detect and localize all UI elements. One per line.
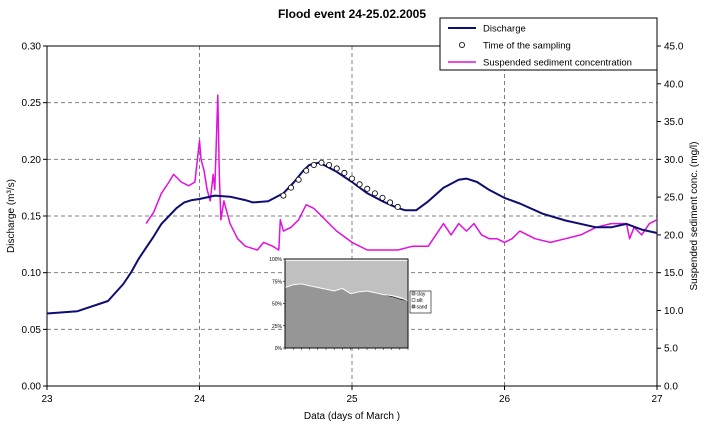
x-tick-label: 27 bbox=[651, 394, 663, 405]
legend-marker bbox=[458, 42, 465, 49]
sampling-point bbox=[295, 176, 302, 183]
x-tick-label: 25 bbox=[346, 394, 358, 405]
sampling-point bbox=[318, 159, 325, 166]
legend: Discharge Time of the sampling Suspended s… bbox=[439, 17, 658, 71]
y-right-tick-label: 30.0 bbox=[664, 155, 684, 166]
sampling-point bbox=[280, 192, 287, 199]
y-right-tick-label: 10.0 bbox=[664, 306, 684, 317]
y-left-tick-label: 0.00 bbox=[22, 382, 42, 393]
y-left-tick-label: 0.20 bbox=[22, 155, 42, 166]
x-axis-label: Data (days of March ) bbox=[304, 411, 400, 422]
y-right-tick-label: 25.0 bbox=[664, 193, 684, 204]
inset-legend-box bbox=[409, 290, 432, 314]
sampling-point bbox=[379, 194, 386, 201]
inset-tick-label: 25% bbox=[272, 324, 283, 330]
y-left-axis-label: Discharge (m³/s) bbox=[6, 179, 17, 253]
legend-label: Suspended sediment concentration bbox=[483, 58, 632, 69]
sampling-point bbox=[371, 190, 378, 197]
y-right-tick-label: 5.0 bbox=[664, 344, 678, 355]
sampling-point bbox=[394, 203, 401, 210]
series-layer bbox=[46, 94, 658, 315]
sampling-point bbox=[333, 165, 340, 172]
inset-tick-label: 50% bbox=[272, 302, 283, 308]
legend-box bbox=[439, 17, 658, 71]
y-left-tick-label: 0.10 bbox=[22, 268, 42, 279]
y-right-axis-label: Suspended sediment conc. (mg/l) bbox=[689, 142, 700, 291]
axis-ticks: 23 24 25 26 27 0.00 0.05 0.10 0.15 0.20 0.25 0.30 0.… bbox=[22, 42, 684, 406]
y-right-tick-label: 15.0 bbox=[664, 268, 684, 279]
y-left-tick-label: 0.05 bbox=[22, 325, 42, 336]
inset-tick-label: 0% bbox=[275, 346, 283, 352]
y-left-tick-label: 0.30 bbox=[22, 42, 42, 53]
series-sediment-line bbox=[145, 94, 658, 251]
sampling-point bbox=[387, 199, 394, 206]
inset-legend-swatch bbox=[411, 304, 416, 309]
x-tick-label: 26 bbox=[499, 394, 511, 405]
sampling-point bbox=[310, 161, 317, 168]
y-right-tick-label: 20.0 bbox=[664, 230, 684, 241]
legend-label: Time of the sampling bbox=[483, 41, 571, 52]
inset-legend-swatch bbox=[411, 291, 416, 296]
inset-legend-swatch bbox=[411, 298, 416, 302]
y-left-tick-label: 0.25 bbox=[22, 98, 42, 109]
series-discharge-line bbox=[46, 161, 658, 315]
inset-legend-label: sand bbox=[417, 304, 428, 310]
inset-tick-label: 75% bbox=[272, 279, 283, 285]
y-right-tick-label: 45.0 bbox=[664, 42, 684, 53]
y-right-tick-label: 40.0 bbox=[664, 79, 684, 90]
legend-label: Discharge bbox=[483, 24, 526, 35]
chart-title: Flood event 24-25.02.2005 bbox=[278, 7, 426, 21]
sampling-point bbox=[356, 181, 363, 188]
inset-silt-band bbox=[284, 283, 409, 302]
sampling-point bbox=[364, 185, 371, 192]
sampling-point bbox=[287, 184, 294, 191]
x-tick-label: 24 bbox=[194, 394, 206, 405]
inset-legend-label: clay bbox=[417, 291, 426, 297]
inset-legend-label: silt bbox=[417, 298, 424, 304]
inset-tick-label: 100% bbox=[269, 257, 282, 263]
y-left-tick-label: 0.15 bbox=[22, 212, 42, 223]
sampling-point bbox=[341, 169, 348, 176]
x-tick-label: 23 bbox=[41, 394, 53, 405]
sampling-point bbox=[303, 167, 310, 174]
sampling-point bbox=[326, 161, 333, 168]
y-right-tick-label: 0.0 bbox=[664, 382, 678, 393]
sampling-point bbox=[348, 175, 355, 182]
y-right-tick-label: 35.0 bbox=[664, 117, 684, 128]
